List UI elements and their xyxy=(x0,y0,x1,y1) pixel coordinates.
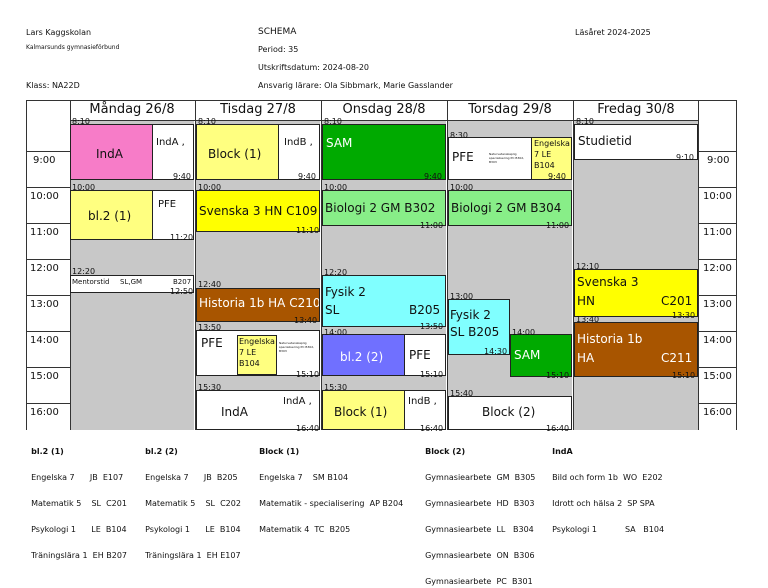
time-start: 13:00 xyxy=(450,292,474,301)
hour-label-left: 12:00 xyxy=(30,263,59,274)
hour-label-right: 15:00 xyxy=(703,371,732,382)
lesson-block1-wednesday[interactable]: Block (1) IndB , xyxy=(322,390,446,430)
lesson-svenska3-tuesday[interactable]: Svenska 3 HN C109 xyxy=(196,190,320,232)
class-label: Klass: NA22D xyxy=(26,81,80,90)
day-header-friday: Fredag 30/8 xyxy=(597,102,675,117)
time-start: 14:00 xyxy=(324,328,348,337)
time-end: 11:20 xyxy=(170,233,194,242)
hour-label-left: 10:00 xyxy=(30,191,59,202)
time-end: 9:40 xyxy=(298,172,316,181)
print-date: Utskriftsdatum: 2024-08-20 xyxy=(258,63,369,72)
lesson-biologi-wednesday[interactable]: Biologi 2 GM B302 xyxy=(322,190,446,226)
hour-label-right: 14:00 xyxy=(703,335,732,346)
lesson-fysik2-wednesday[interactable]: Fysik 2 SL B205 xyxy=(322,275,446,327)
time-end: 15:10 xyxy=(672,371,696,380)
time-end: 9:10 xyxy=(676,153,694,162)
responsible-teachers: Ansvarig lärare: Ola Sibbmark, Marie Gas… xyxy=(258,81,453,90)
lesson-svenska3-friday[interactable]: Svenska 3 HN C201 xyxy=(574,269,698,317)
hour-label-left: 15:00 xyxy=(30,371,59,382)
time-end: 13:40 xyxy=(294,316,318,325)
time-start: 8:10 xyxy=(324,117,342,126)
time-start: 10:00 xyxy=(324,183,348,192)
hour-label-right: 11:00 xyxy=(703,227,732,238)
hour-label-left: 16:00 xyxy=(30,407,59,418)
time-end: 11:00 xyxy=(546,221,570,230)
time-start: 13:50 xyxy=(198,323,222,332)
time-start: 13:40 xyxy=(576,315,600,324)
time-start: 12:20 xyxy=(72,267,96,276)
day-header-thursday: Torsdag 29/8 xyxy=(468,102,552,117)
lesson-block1-tuesday[interactable]: Block (1) IndB , xyxy=(196,124,320,180)
lesson-studietid-friday[interactable]: Studietid xyxy=(574,124,698,160)
lesson-inda-tuesday[interactable]: IndA IndA , xyxy=(196,390,320,430)
time-end: 16:40 xyxy=(546,424,570,433)
time-start: 14:00 xyxy=(512,328,536,337)
time-end: 12:50 xyxy=(170,287,194,296)
time-start: 8:10 xyxy=(198,117,216,126)
lesson-pfe-eng-tuesday[interactable]: PFE Engelska 7 LE B104 Naturvetenskaplig… xyxy=(196,330,320,376)
lesson-historia-friday[interactable]: Historia 1b HA C211 xyxy=(574,322,698,377)
hour-label-right: 9:00 xyxy=(707,155,730,166)
lesson-mentorstid-monday[interactable]: Mentorstid SL,GM B207 xyxy=(70,275,194,293)
time-end: 9:40 xyxy=(173,172,191,181)
period-label: Period: 35 xyxy=(258,45,299,54)
hour-label-right: 13:00 xyxy=(703,299,732,310)
hour-label-right: 10:00 xyxy=(703,191,732,202)
time-end: 9:40 xyxy=(424,172,442,181)
time-end: 16:40 xyxy=(296,424,320,433)
time-end: 15:10 xyxy=(546,371,570,380)
legend-inda: IndA Bild och form 1b WO E202 Idrott och… xyxy=(552,447,665,534)
time-start: 8:30 xyxy=(450,131,468,140)
lesson-block2-thursday[interactable]: Block (2) xyxy=(448,396,572,430)
time-start: 15:40 xyxy=(450,389,474,398)
time-start: 15:30 xyxy=(198,383,222,392)
time-end: 11:10 xyxy=(296,226,320,235)
lesson-sam-wednesday[interactable]: SAM xyxy=(322,124,446,180)
lesson-bl2-1-monday[interactable]: bl.2 (1) PFE xyxy=(70,190,194,240)
legend-block2: Block (2) Gymnasiearbete GM B305 Gymnasi… xyxy=(425,447,536,586)
lesson-fysik2-thursday[interactable]: Fysik 2 SL B205 xyxy=(448,299,510,355)
lesson-bl2-2-wednesday[interactable]: bl.2 (2) PFE xyxy=(322,334,446,376)
org-name: Kalmarsunds gymnasieförbund xyxy=(26,44,120,51)
time-end: 15:10 xyxy=(296,370,320,379)
time-end: 16:40 xyxy=(420,424,444,433)
hour-label-left: 9:00 xyxy=(33,155,56,166)
time-start: 10:00 xyxy=(198,183,222,192)
time-start: 12:20 xyxy=(324,268,348,277)
time-start: 15:30 xyxy=(324,383,348,392)
school-year: Läsåret 2024-2025 xyxy=(575,28,651,37)
time-end: 13:50 xyxy=(420,322,444,331)
time-start: 10:00 xyxy=(450,183,474,192)
time-end: 11:00 xyxy=(420,221,444,230)
lesson-sam-thursday[interactable]: SAM xyxy=(510,334,572,377)
hour-label-right: 16:00 xyxy=(703,407,732,418)
time-start: 8:10 xyxy=(576,117,594,126)
time-start: 12:10 xyxy=(576,262,600,271)
time-start: 12:40 xyxy=(198,280,222,289)
lesson-biologi-thursday[interactable]: Biologi 2 GM B304 xyxy=(448,190,572,226)
hour-label-right: 12:00 xyxy=(703,263,732,274)
legend-block1: Block (1) Engelska 7 SM B104 Matematik -… xyxy=(259,447,404,534)
hour-label-left: 13:00 xyxy=(30,299,59,310)
time-end: 13:30 xyxy=(672,311,696,320)
lesson-inda-monday[interactable]: IndA IndA , xyxy=(70,124,194,180)
day-header-monday: Måndag 26/8 xyxy=(89,102,175,117)
hour-label-left: 11:00 xyxy=(30,227,59,238)
day-header-tuesday: Tisdag 27/8 xyxy=(220,102,296,117)
hour-label-left: 14:00 xyxy=(30,335,59,346)
time-end: 9:40 xyxy=(548,172,566,181)
school-name: Lars Kaggskolan xyxy=(26,28,92,37)
time-start: 10:00 xyxy=(72,183,96,192)
lesson-historia-tuesday[interactable]: Historia 1b HA C210 xyxy=(196,288,320,322)
lesson-pfe-eng-thursday[interactable]: PFE Naturvetenskaplig specialisering PC … xyxy=(448,137,572,180)
schedule-title: SCHEMA xyxy=(258,27,297,37)
day-header-wednesday: Onsdag 28/8 xyxy=(342,102,426,117)
time-end: 15:10 xyxy=(420,370,444,379)
time-start: 8:10 xyxy=(72,117,90,126)
time-end: 14:30 xyxy=(484,347,508,356)
